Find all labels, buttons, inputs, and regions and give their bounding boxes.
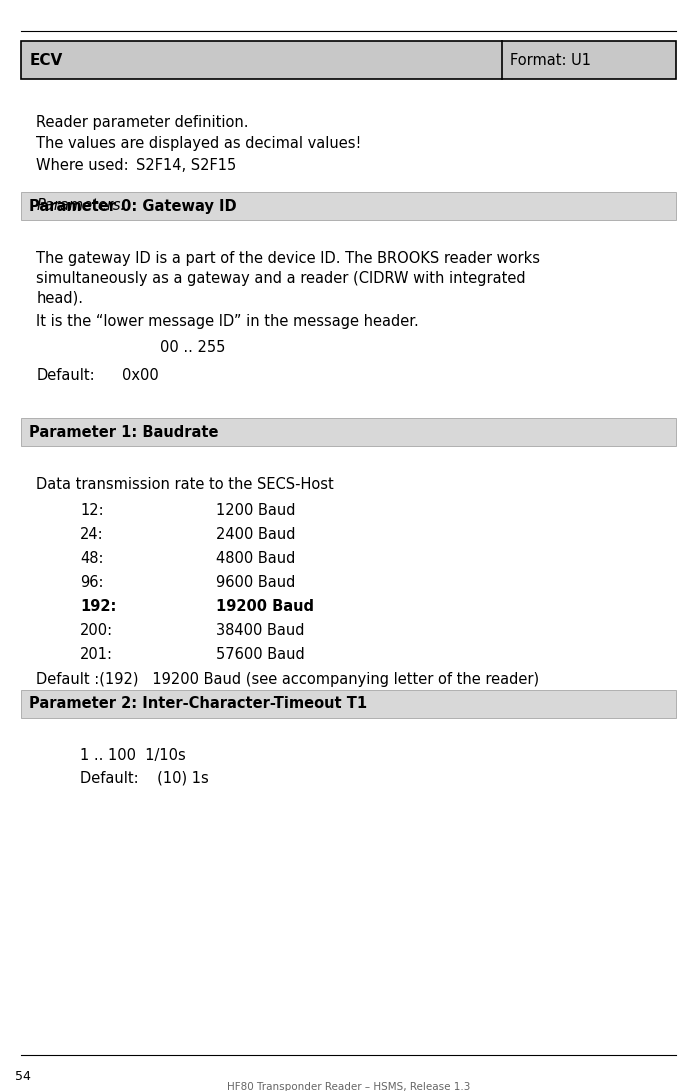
Text: Default :(192)   19200 Baud (see accompanying letter of the reader): Default :(192) 19200 Baud (see accompany… bbox=[36, 672, 539, 687]
Bar bbox=[21, 418, 676, 446]
Text: Reader parameter definition.: Reader parameter definition. bbox=[36, 115, 249, 130]
Text: 201:: 201: bbox=[80, 647, 113, 662]
Text: Parameter 1: Baudrate: Parameter 1: Baudrate bbox=[29, 424, 219, 440]
Text: 38400 Baud: 38400 Baud bbox=[216, 623, 305, 638]
Text: 4800 Baud: 4800 Baud bbox=[216, 551, 296, 566]
Text: Parameter 0: Gateway ID: Parameter 0: Gateway ID bbox=[29, 199, 237, 214]
Text: 48:: 48: bbox=[80, 551, 104, 566]
Text: Default:    (10) 1s: Default: (10) 1s bbox=[80, 770, 209, 786]
Text: The gateway ID is a part of the device ID. The BROOKS reader works: The gateway ID is a part of the device I… bbox=[36, 251, 540, 266]
Text: head).: head). bbox=[36, 290, 83, 305]
Text: Parameters:: Parameters: bbox=[36, 197, 125, 213]
Text: Format: U1: Format: U1 bbox=[510, 52, 591, 68]
Text: 00 .. 255: 00 .. 255 bbox=[160, 340, 226, 356]
Bar bbox=[21, 192, 676, 220]
Text: Default:: Default: bbox=[36, 368, 95, 383]
Text: 12:: 12: bbox=[80, 503, 104, 518]
Text: S2F14, S2F15: S2F14, S2F15 bbox=[136, 157, 236, 172]
Text: 57600 Baud: 57600 Baud bbox=[216, 647, 305, 662]
Text: simultaneously as a gateway and a reader (CIDRW with integrated: simultaneously as a gateway and a reader… bbox=[36, 271, 526, 286]
Text: 0x00: 0x00 bbox=[122, 368, 159, 383]
Text: 9600 Baud: 9600 Baud bbox=[216, 575, 296, 590]
Text: 192:: 192: bbox=[80, 599, 116, 614]
Text: 54: 54 bbox=[15, 1069, 31, 1082]
Text: The values are displayed as decimal values!: The values are displayed as decimal valu… bbox=[36, 136, 362, 152]
Text: It is the “lower message ID” in the message header.: It is the “lower message ID” in the mess… bbox=[36, 314, 419, 329]
Text: Parameter 2: Inter-Character-Timeout T1: Parameter 2: Inter-Character-Timeout T1 bbox=[29, 696, 367, 711]
Text: Where used:: Where used: bbox=[36, 157, 129, 172]
Text: Data transmission rate to the SECS-Host: Data transmission rate to the SECS-Host bbox=[36, 477, 334, 492]
Text: 200:: 200: bbox=[80, 623, 114, 638]
Text: HF80 Transponder Reader – HSMS, Release 1.3: HF80 Transponder Reader – HSMS, Release … bbox=[227, 1082, 470, 1091]
Bar bbox=[21, 41, 676, 79]
Text: 1 .. 100  1/10s: 1 .. 100 1/10s bbox=[80, 748, 186, 764]
Text: 1200 Baud: 1200 Baud bbox=[216, 503, 296, 518]
Text: 19200 Baud: 19200 Baud bbox=[216, 599, 314, 614]
Text: 2400 Baud: 2400 Baud bbox=[216, 527, 296, 542]
Bar bbox=[21, 690, 676, 718]
Text: 96:: 96: bbox=[80, 575, 104, 590]
Text: 24:: 24: bbox=[80, 527, 104, 542]
Text: ECV: ECV bbox=[29, 52, 63, 68]
